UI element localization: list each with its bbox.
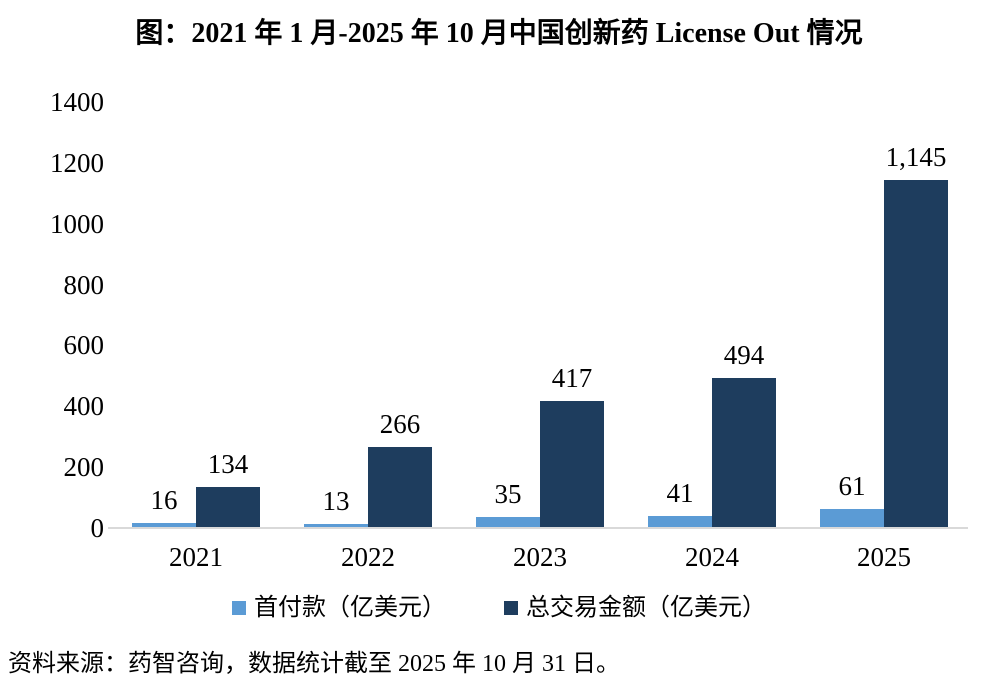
y-axis-tick-label: 1400 <box>50 87 104 117</box>
x-axis-tick-label: 2025 <box>857 542 911 572</box>
bar-series1-2025 <box>884 179 948 528</box>
bar-value-label: 41 <box>666 477 694 508</box>
bar-value-label: 61 <box>838 471 866 502</box>
bar-series0-2024 <box>648 515 712 528</box>
x-axis-tick-label: 2022 <box>341 542 395 572</box>
bar-series1-2023 <box>540 401 604 528</box>
bar-series0-2021 <box>132 523 196 528</box>
bar-value-label: 266 <box>379 409 421 440</box>
bar-series0-2023 <box>476 517 540 528</box>
chart-legend: 首付款（亿美元） 总交易金额（亿美元） <box>0 594 998 622</box>
bar-value-label: 16 <box>150 485 178 516</box>
legend-label-total-deal-value: 总交易金额（亿美元） <box>526 595 766 621</box>
bar-value-label: 494 <box>723 339 765 370</box>
x-axis-line <box>108 527 968 529</box>
y-axis-tick-label: 400 <box>63 391 105 422</box>
bar-value-label: 417 <box>551 363 593 394</box>
bar-series1-2024 <box>712 377 776 528</box>
legend-item-total-deal-value: 总交易金额（亿美元） <box>504 594 766 622</box>
y-axis-tick-label: 1000 <box>50 208 104 239</box>
source-note: 资料来源：药智咨询，数据统计截至 2025 年 10 月 31 日。 <box>8 651 620 677</box>
x-axis-tick-label: 2021 <box>169 542 223 572</box>
legend-marker-total-deal-value-icon <box>504 601 518 615</box>
y-axis-tick-label: 600 <box>63 330 105 361</box>
bar-value-label: 35 <box>494 479 522 510</box>
chart-title: 图：2021 年 1 月-2025 年 10 月中国创新药 License Ou… <box>135 18 863 49</box>
x-axis-tick-label: 2024 <box>685 542 739 572</box>
bar-series0-2022 <box>304 524 368 528</box>
bar-series1-2022 <box>368 447 432 528</box>
y-axis-tick-label: 1200 <box>50 147 104 178</box>
legend-marker-upfront-payment-icon <box>232 601 246 615</box>
bar-value-label: 1,145 <box>885 141 947 172</box>
bar-series1-2021 <box>196 487 260 528</box>
bar-value-label: 134 <box>207 449 249 480</box>
y-axis-tick-label: 200 <box>63 452 105 483</box>
bar-value-label: 13 <box>322 486 350 517</box>
legend-label-upfront-payment: 首付款（亿美元） <box>254 595 446 621</box>
y-axis-tick-label: 800 <box>63 269 105 300</box>
x-axis-tick-label: 2023 <box>513 542 567 572</box>
bar-series0-2025 <box>820 509 884 528</box>
y-axis-tick-label: 0 <box>90 513 105 543</box>
legend-item-upfront-payment: 首付款（亿美元） <box>232 594 446 622</box>
